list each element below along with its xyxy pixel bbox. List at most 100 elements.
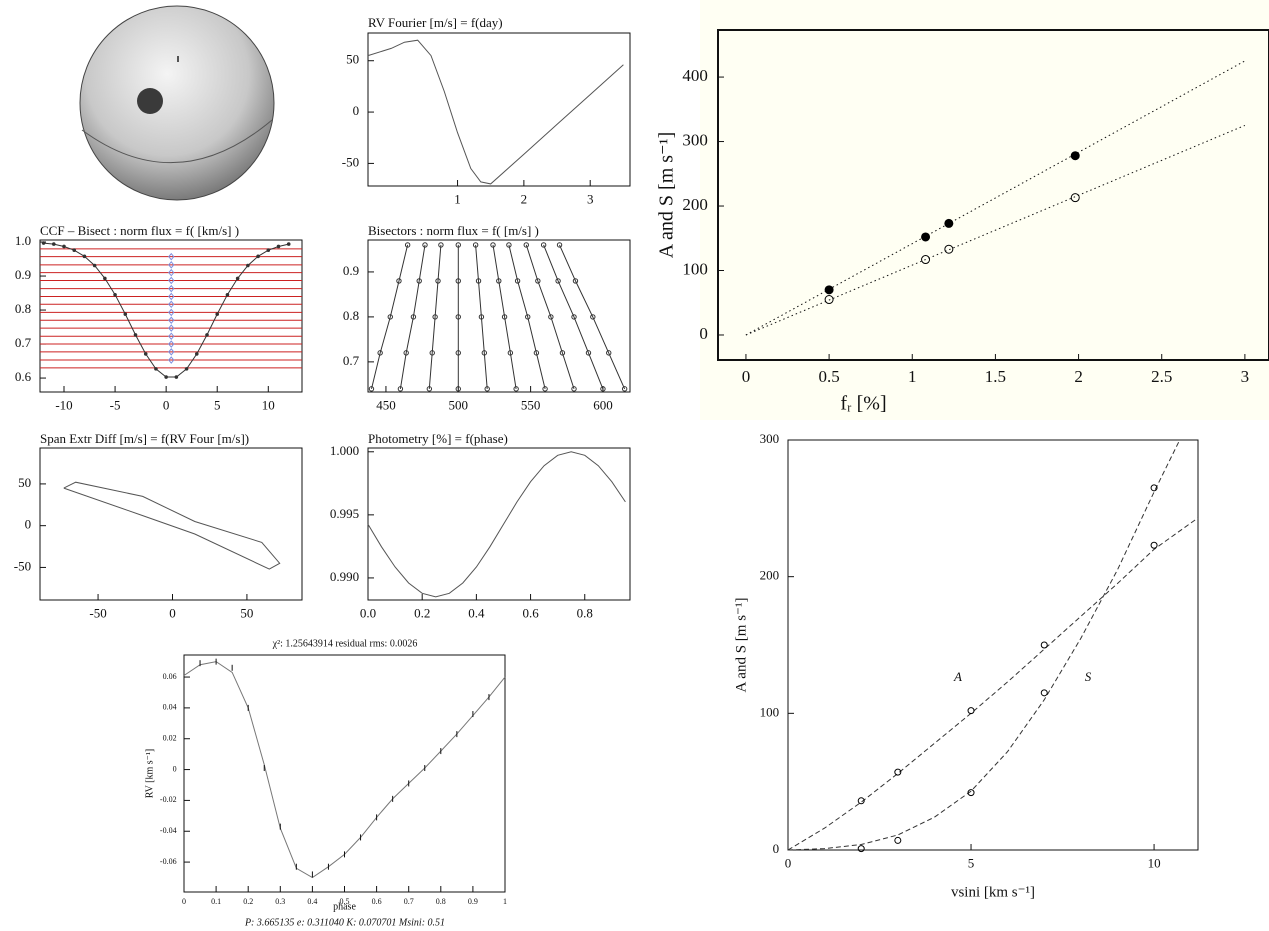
marker	[455, 278, 461, 284]
marker	[174, 375, 179, 379]
marker	[542, 386, 548, 392]
marker	[944, 244, 954, 254]
x-tick-label: 1	[503, 897, 507, 906]
marker	[276, 244, 281, 249]
x-tick-label: 0.9	[468, 897, 478, 906]
marker	[507, 350, 514, 356]
marker	[82, 254, 87, 259]
x-tick-label: 0.6	[522, 606, 539, 621]
marker	[824, 295, 834, 305]
marker	[475, 278, 482, 284]
marker	[1150, 541, 1158, 549]
marker	[555, 278, 561, 284]
marker	[133, 333, 138, 337]
marker	[410, 314, 417, 320]
marker	[416, 278, 422, 284]
series-line	[63, 481, 281, 570]
marker	[1070, 193, 1080, 203]
series-line	[183, 661, 506, 879]
marker	[857, 845, 865, 853]
chart-background	[700, 0, 1269, 420]
chart-title: RV Fourier [m/s] = f(day)	[368, 15, 503, 30]
marker	[921, 232, 931, 242]
marker	[168, 292, 175, 301]
marker	[143, 352, 148, 356]
y-tick-label: 0	[25, 517, 32, 532]
marker	[533, 350, 540, 356]
x-tick-label: 0	[169, 606, 176, 621]
x-tick-label: 0.8	[577, 606, 593, 621]
x-tick-label: 0.2	[414, 606, 430, 621]
x-tick-label: 0.5	[340, 897, 350, 906]
y-tick-label: 0.9	[343, 263, 359, 278]
x-tick-label: 0	[742, 367, 751, 386]
marker	[92, 263, 97, 268]
x-tick-label: 0.7	[404, 897, 414, 906]
marker	[523, 242, 529, 248]
marker	[824, 285, 834, 295]
marker	[606, 350, 612, 356]
marker	[256, 254, 260, 259]
marker	[540, 242, 547, 248]
y-tick-label: 200	[682, 195, 708, 214]
y-tick-label: -0.06	[160, 857, 177, 866]
x-tick-label: 5	[214, 398, 221, 413]
marker	[168, 284, 175, 293]
y-tick-label: 1.000	[330, 443, 359, 458]
y-tick-label: 0.990	[330, 569, 359, 584]
series-line	[475, 244, 488, 389]
y-tick-label: 200	[760, 568, 780, 583]
marker	[559, 350, 566, 356]
marker	[168, 261, 175, 269]
plot-frame	[367, 32, 631, 187]
plot-frame	[367, 239, 631, 393]
series-label: A	[953, 669, 962, 684]
marker	[404, 242, 411, 248]
plot-frame	[39, 239, 303, 393]
marker	[168, 252, 175, 261]
x-tick-label: 3	[1241, 367, 1250, 386]
marker	[168, 276, 175, 285]
x-tick-label: 0	[182, 897, 186, 906]
chart-title: Photometry [%] = f(phase)	[368, 431, 508, 446]
marker	[501, 314, 508, 320]
plot-frame	[39, 447, 303, 601]
series-line	[492, 244, 517, 389]
marker	[215, 312, 220, 316]
marker	[205, 333, 209, 337]
marker	[455, 386, 461, 392]
marker	[455, 242, 461, 248]
y-axis-label: A and S [m s⁻¹]	[656, 132, 678, 259]
x-axis-label: phase	[333, 901, 356, 912]
marker	[286, 242, 291, 246]
y-tick-label: 0.7	[15, 335, 32, 350]
y-tick-label: 0	[773, 841, 780, 856]
marker	[478, 314, 485, 320]
series-line	[508, 244, 546, 390]
marker	[168, 356, 175, 364]
marker	[41, 241, 46, 245]
marker	[1040, 689, 1048, 697]
x-axis-label: fᵣ [%]	[840, 393, 886, 415]
x-tick-label: 2	[1074, 367, 1083, 386]
series-line	[399, 244, 426, 389]
chart-title: χ²: 1.25643914 residual rms: 0.0026	[272, 638, 418, 649]
y-tick-label: 0.995	[330, 506, 359, 521]
marker	[123, 312, 128, 316]
x-tick-label: 600	[593, 398, 613, 413]
y-tick-label: 0	[173, 764, 177, 773]
y-tick-label: 400	[682, 66, 708, 85]
series-line	[787, 517, 1199, 851]
x-tick-label: 0.6	[372, 897, 382, 906]
marker	[1070, 151, 1080, 161]
plot-frame	[367, 447, 631, 601]
series-line	[43, 242, 289, 378]
marker	[225, 292, 230, 297]
x-tick-label: 0	[163, 398, 170, 413]
marker	[571, 314, 577, 320]
marker	[967, 789, 975, 797]
marker	[154, 367, 158, 371]
marker	[168, 332, 175, 341]
marker	[368, 386, 375, 392]
